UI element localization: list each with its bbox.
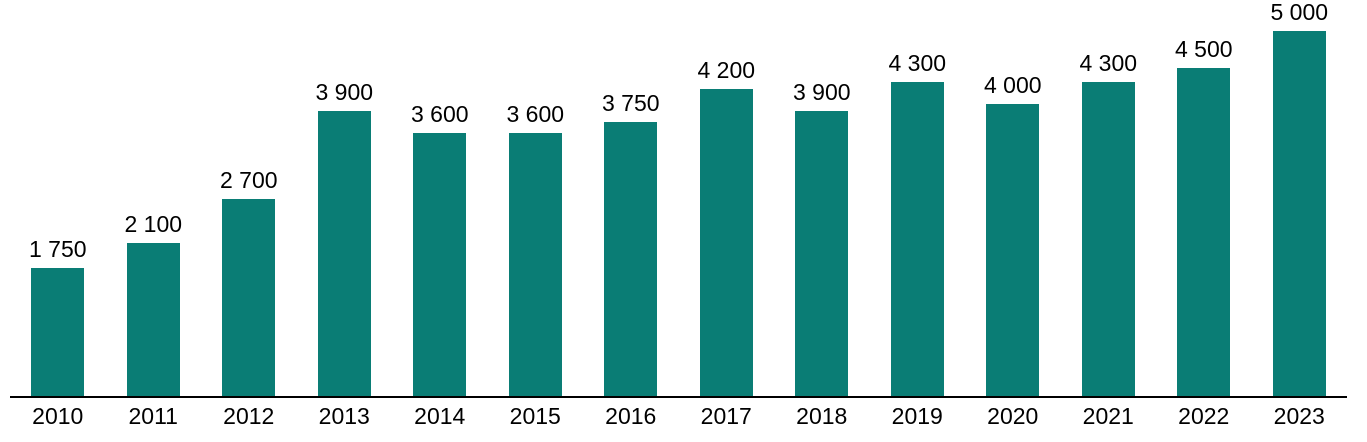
bar-column: 4 000 2020 <box>965 0 1061 428</box>
bar-column: 3 600 2015 <box>488 0 584 428</box>
bar-column: 2 100 2011 <box>106 0 202 427</box>
value-label: 5 000 <box>1270 0 1329 25</box>
bar-column: 2 700 2012 <box>201 0 297 427</box>
x-tick-label: 2016 <box>605 403 657 429</box>
bar <box>986 104 1040 396</box>
bar-column: 3 750 2016 <box>583 0 679 428</box>
value-label: 2 100 <box>124 210 183 237</box>
x-tick-label: 2020 <box>987 403 1039 429</box>
bar <box>413 133 467 396</box>
value-label: 3 900 <box>792 79 851 106</box>
value-label: 3 600 <box>410 101 469 128</box>
value-label: 2 700 <box>219 166 278 193</box>
value-label: 4 500 <box>1174 35 1233 62</box>
x-tick-label: 2012 <box>223 403 275 429</box>
value-label: 3 600 <box>506 101 565 128</box>
value-label: 4 300 <box>1079 50 1138 77</box>
x-tick-label: 2015 <box>509 403 561 429</box>
value-label: 3 900 <box>315 79 374 106</box>
bar-column: 4 500 2022 <box>1156 0 1252 428</box>
x-tick-label: 2021 <box>1082 403 1134 429</box>
bar <box>890 82 944 396</box>
bar-column: 3 900 2013 <box>297 0 393 428</box>
x-tick-label: 2010 <box>32 403 84 429</box>
bar <box>317 111 371 396</box>
x-tick-label: 2017 <box>700 403 752 429</box>
x-tick-label: 2011 <box>128 403 178 429</box>
bar <box>1272 31 1326 396</box>
bar-column: 4 200 2017 <box>679 0 775 428</box>
bar <box>1081 82 1135 396</box>
bar <box>508 133 562 396</box>
bar-column: 3 600 2014 <box>392 0 488 428</box>
value-label: 1 750 <box>28 236 87 263</box>
value-label: 3 750 <box>601 90 660 117</box>
bar-column: 3 900 2018 <box>774 0 870 428</box>
x-tick-label: 2019 <box>891 403 943 429</box>
bar <box>1177 67 1231 396</box>
bar <box>126 242 180 396</box>
x-tick-label: 2014 <box>414 403 466 429</box>
bar-column: 4 300 2019 <box>870 0 966 428</box>
bar <box>699 89 753 396</box>
value-label: 4 300 <box>888 50 947 77</box>
x-tick-label: 2023 <box>1273 403 1325 429</box>
bar-column: 5 000 2023 <box>1252 0 1348 428</box>
bar <box>222 198 276 396</box>
bar-column: 1 750 2010 <box>10 0 106 428</box>
value-label: 4 000 <box>983 72 1042 98</box>
bar-column: 4 300 2021 <box>1061 0 1157 428</box>
x-tick-label: 2013 <box>318 403 370 429</box>
plot-area: 1 750 2010 2 100 2011 2 700 2012 3 900 2013 3 60… <box>10 0 1348 428</box>
bar <box>604 122 658 396</box>
bar <box>795 111 849 396</box>
x-tick-label: 2018 <box>796 403 848 429</box>
x-tick-label: 2022 <box>1178 403 1230 429</box>
bar <box>31 268 85 396</box>
value-label: 4 200 <box>697 57 756 84</box>
